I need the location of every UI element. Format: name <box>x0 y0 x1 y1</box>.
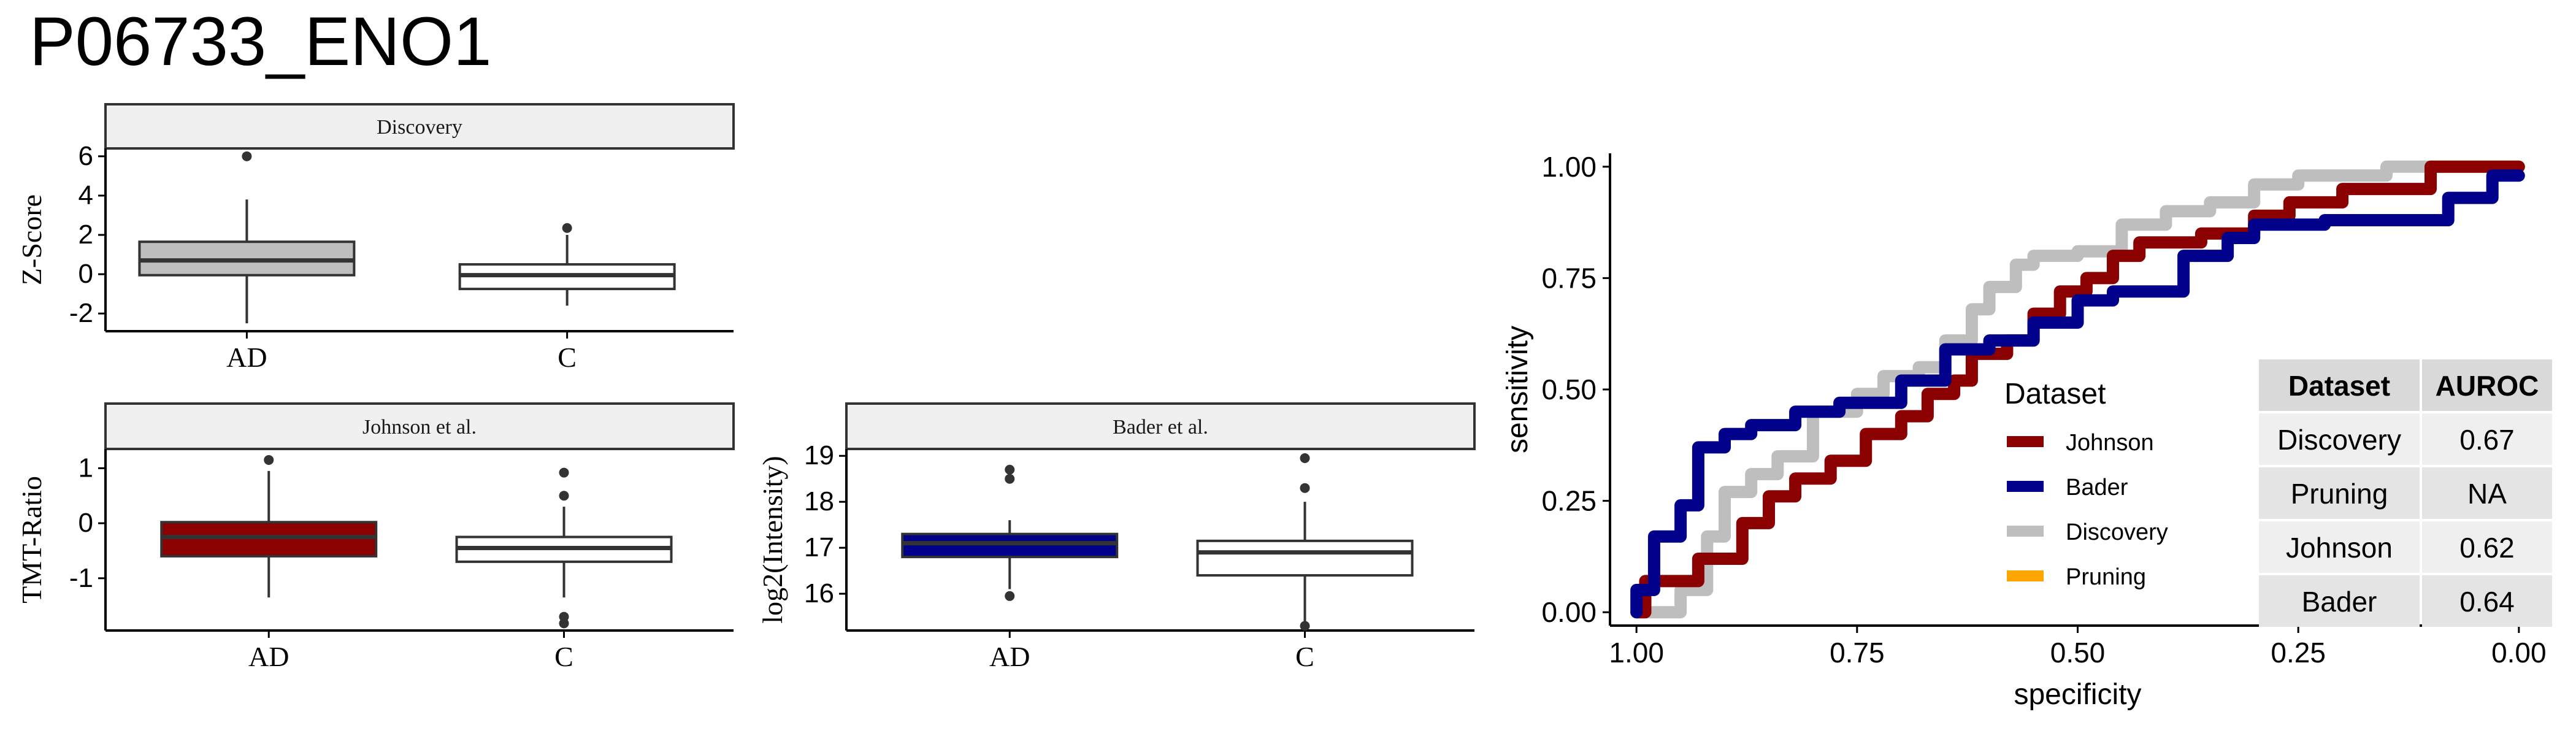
x-tick-label: 0.75 <box>1830 637 1885 669</box>
outlier-point <box>1300 453 1310 463</box>
x-tick-label: 0.25 <box>2271 637 2326 669</box>
roc-line-discovery <box>1630 160 2525 619</box>
facet-strip <box>104 103 735 150</box>
roc-legend: Dataset Johnson Bader Discovery Pruning <box>1987 368 2183 613</box>
y-tick-label: 18 <box>804 486 834 516</box>
legend-label: Johnson <box>2066 430 2154 456</box>
legend-label: Pruning <box>2066 564 2146 590</box>
x-tick-label: 0.00 <box>2491 637 2547 669</box>
table-cell <box>2259 521 2420 573</box>
outlier-point <box>1300 621 1310 631</box>
table-cell-text: Discovery <box>2277 424 2401 456</box>
table-cell <box>2259 575 2420 627</box>
table-cell <box>2422 575 2552 627</box>
table-cell <box>2422 413 2552 465</box>
y-tick-label: 6 <box>79 141 93 171</box>
outlier-point <box>264 454 274 465</box>
outlier-point <box>562 223 572 233</box>
box-c <box>1196 539 1414 577</box>
outlier-point <box>559 618 569 629</box>
y-tick-label: 1.00 <box>1541 151 1597 183</box>
auroc-table: Dataset AUROC Discovery 0.67 Pruning NA Johnso… <box>2259 359 2552 627</box>
outlier-point <box>559 467 569 478</box>
x-tick-label: C <box>554 641 573 672</box>
table-cell-text: 0.67 <box>2459 424 2515 456</box>
y-tick-label: 1 <box>79 453 93 483</box>
x-tick-label: AD <box>226 342 267 373</box>
table-cell-text: 0.64 <box>2459 586 2515 618</box>
outlier-point <box>1005 464 1015 475</box>
y-axis-label: sensitivity <box>1501 326 1534 453</box>
table-cell <box>2259 467 2420 519</box>
facet-title: Johnson et al. <box>362 416 477 439</box>
x-tick-label: C <box>558 342 577 373</box>
table-cell-text: Pruning <box>2291 478 2388 510</box>
y-tick-label: 0.25 <box>1541 485 1597 517</box>
facet-strip <box>845 402 1476 450</box>
outlier-point <box>1005 591 1015 601</box>
table-cell-text: NA <box>2467 478 2507 510</box>
x-axis-label: specificity <box>2014 678 2141 711</box>
discovery-boxplot: Discovery -2 0 2 4 6 Z-Score AD C <box>16 103 735 373</box>
facet-strip <box>104 402 735 450</box>
y-tick-label: -2 <box>69 298 93 328</box>
y-tick-label: 0 <box>79 508 93 538</box>
legend-title: Dataset <box>2004 378 2106 410</box>
x-tick-label: AD <box>989 641 1030 672</box>
x-tick-label: AD <box>248 641 289 672</box>
y-tick-label: 0.75 <box>1541 262 1597 294</box>
table-cell-text: Johnson <box>2286 532 2393 564</box>
table-cell-text: 0.62 <box>2459 532 2515 564</box>
x-tick-label: 1.00 <box>1609 637 1664 669</box>
facet-title: Bader et al. <box>1113 416 1208 439</box>
table-cell-text: Bader <box>2302 586 2377 618</box>
y-tick-label: -1 <box>69 563 93 593</box>
legend-label: Bader <box>2066 475 2128 500</box>
y-axis-label: Z-Score <box>16 194 47 285</box>
outlier-point <box>1005 473 1015 484</box>
outlier-point <box>559 491 569 501</box>
page-title: P06733_ENO1 <box>29 3 492 80</box>
table-header-text: AUROC <box>2436 370 2539 402</box>
y-tick-label: 17 <box>804 532 834 562</box>
y-axis-label: log2(Intensity) <box>757 456 788 623</box>
y-tick-label: 0 <box>79 259 93 289</box>
legend-label: Discovery <box>2066 519 2168 545</box>
table-cell <box>2259 413 2420 465</box>
y-tick-label: 16 <box>804 578 834 608</box>
y-tick-label: 0.50 <box>1541 374 1597 405</box>
y-tick-label: 2 <box>79 220 93 250</box>
bader-boxplot: Bader et al. 16 17 18 19 log2(Intensity) AD C <box>757 402 1476 672</box>
facet-title: Discovery <box>377 116 462 139</box>
box-ad <box>901 532 1119 559</box>
x-tick-label: C <box>1295 641 1314 672</box>
y-tick-label: 0.00 <box>1541 596 1597 628</box>
outlier-point <box>242 151 252 161</box>
table-header-cell <box>2259 359 2420 411</box>
table-header-cell <box>2422 359 2552 411</box>
x-tick-label: 0.50 <box>2050 637 2106 669</box>
box-ad <box>160 521 378 558</box>
table-header-text: Dataset <box>2288 370 2390 402</box>
y-tick-label: 4 <box>79 180 93 210</box>
outlier-point <box>1300 483 1310 493</box>
johnson-boxplot: Johnson et al. -1 0 1 TMT-Ratio AD C <box>16 402 735 672</box>
y-axis-label: TMT-Ratio <box>16 476 47 604</box>
roc-line-bader <box>1630 169 2525 619</box>
y-tick-label: 19 <box>804 440 834 470</box>
table-cell <box>2422 467 2552 519</box>
table-cell <box>2422 521 2552 573</box>
